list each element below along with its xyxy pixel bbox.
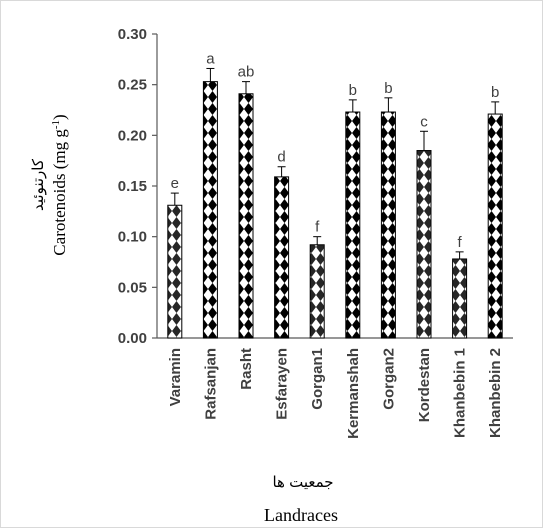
x-tick-label: Esfarayen	[274, 348, 291, 420]
y-tick-label: 0.15	[118, 178, 147, 195]
x-tick-label: Varamin	[167, 348, 184, 406]
x-tick-label: Kordestan	[416, 348, 433, 422]
significance-letter: c	[420, 113, 428, 130]
x-tick-label: Khanbebin 1	[452, 348, 469, 438]
y-tick-label: 0.30	[118, 26, 147, 43]
bar	[487, 113, 503, 339]
bar	[202, 81, 218, 339]
bar	[452, 258, 468, 339]
y-tick-label: 0.25	[118, 77, 147, 94]
x-tick-label: Rafsanjan	[202, 348, 219, 420]
bar	[345, 111, 361, 339]
bar	[380, 111, 396, 339]
bar	[167, 204, 183, 339]
x-axis-label: Landraces	[264, 505, 338, 525]
y-axis-label-persian: کارتنوئید	[30, 158, 47, 211]
significance-letter: f	[458, 234, 463, 251]
x-tick-label: Gorgan2	[380, 348, 397, 410]
x-tick-label: Rasht	[238, 348, 255, 390]
significance-letter: d	[277, 149, 285, 166]
x-tick-label: Kermanshah	[345, 348, 362, 439]
significance-letter: a	[206, 50, 215, 67]
y-tick-label: 0.00	[118, 330, 147, 347]
y-tick-label: 0.10	[118, 229, 147, 246]
bar	[274, 176, 290, 339]
bar	[416, 150, 432, 339]
x-axis-label-persian: جمعیت ها	[272, 474, 333, 491]
x-tick-label: Khanbebin 2	[487, 348, 504, 438]
y-axis-label: Carotenoids (mg g-1)	[50, 114, 69, 255]
bar	[309, 244, 325, 339]
y-tick-label: 0.05	[118, 279, 147, 296]
significance-letter: b	[384, 80, 392, 97]
x-tick-label: Gorgan1	[309, 348, 326, 410]
significance-letter: b	[491, 84, 499, 101]
significance-letter: f	[315, 219, 320, 236]
significance-letter: e	[171, 175, 179, 192]
bar	[238, 93, 254, 339]
significance-letter: b	[349, 82, 357, 99]
significance-letter: ab	[238, 64, 255, 81]
y-tick-label: 0.20	[118, 127, 147, 144]
